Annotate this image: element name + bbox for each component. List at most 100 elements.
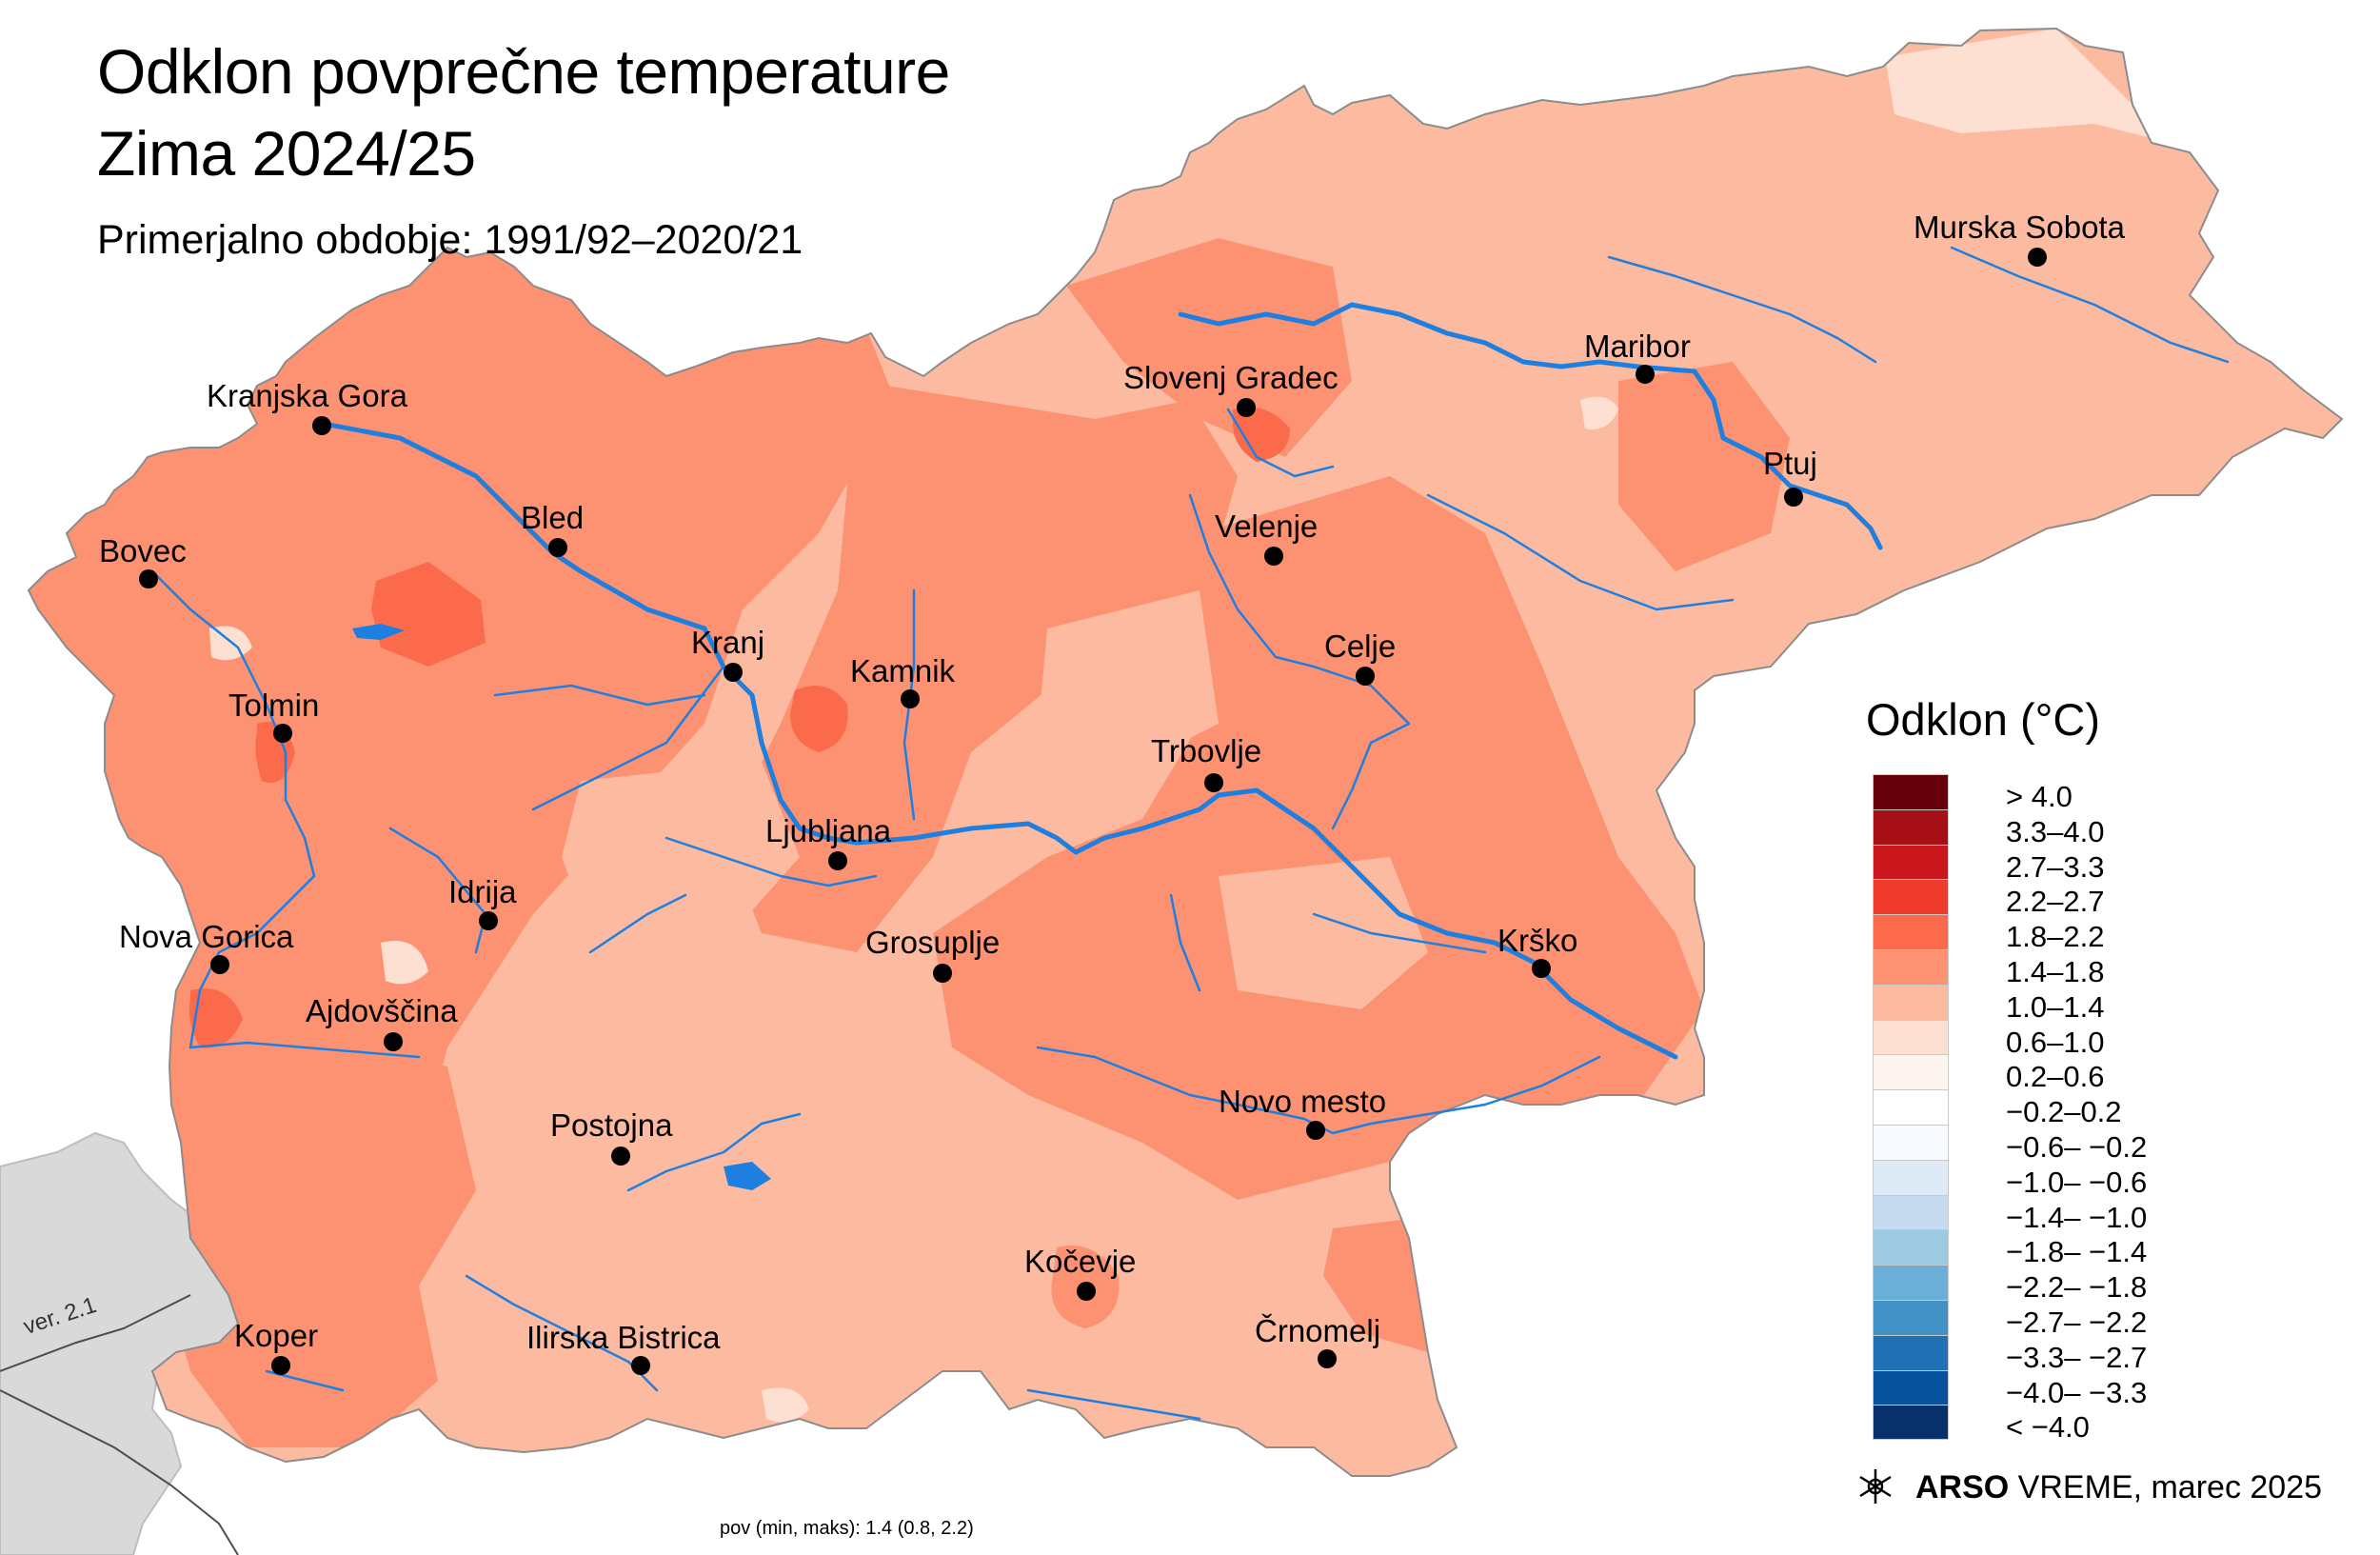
zone-east xyxy=(933,476,1704,1200)
city-label: Nova Gorica xyxy=(119,919,294,954)
legend-label: −3.3– −2.7 xyxy=(2006,1340,2148,1374)
zone-crnomelj xyxy=(1323,1219,1438,1352)
river-mislinja xyxy=(1226,408,1335,478)
brand-name: ARSO xyxy=(1915,1469,2010,1505)
river-selska xyxy=(493,684,706,707)
brand-date: VREME, marec 2025 xyxy=(2009,1469,2323,1505)
legend-label: −2.7– −2.2 xyxy=(2006,1305,2148,1339)
city-marker xyxy=(384,1032,403,1051)
zone-light-trbovlje xyxy=(1038,590,1219,762)
city-label: Črnomelj xyxy=(1255,1313,1380,1348)
legend-label: 3.3–4.0 xyxy=(2006,814,2105,848)
zone-hot-kamnik xyxy=(790,686,848,752)
city-marker xyxy=(1306,1121,1325,1140)
city-marker xyxy=(724,663,743,682)
river-ljubljanica-2 xyxy=(588,893,687,954)
footer-brand: ARSO VREME, marec 2025 xyxy=(1856,1467,2322,1506)
river-kolpa xyxy=(1026,1388,1201,1421)
city-label: Koper xyxy=(234,1318,318,1353)
river-sora xyxy=(531,665,725,811)
legend-title: Odklon (°C) xyxy=(1866,694,2101,745)
city-label: Idrija xyxy=(448,874,517,909)
legend-swatch xyxy=(1873,984,1949,1020)
legend-swatch xyxy=(1873,1265,1949,1301)
city-label: Celje xyxy=(1324,628,1396,664)
city-marker xyxy=(1264,547,1283,566)
city-layer: Murska Sobota Maribor Slovenj Gradec Ptuj Kr… xyxy=(99,209,2126,1375)
city-label: Grosuplje xyxy=(865,925,1000,960)
city-label: Velenje xyxy=(1215,508,1318,544)
legend-label: −1.8– −1.4 xyxy=(2006,1235,2148,1269)
state-border xyxy=(27,27,2344,1477)
city-label: Ptuj xyxy=(1763,446,1817,481)
legend-swatch xyxy=(1873,1405,1949,1441)
city-label: Murska Sobota xyxy=(1914,209,2126,245)
city-label: Postojna xyxy=(550,1107,673,1143)
legend-label: > 4.0 xyxy=(2006,780,2073,813)
city-label: Kamnik xyxy=(850,653,956,688)
city-marker xyxy=(1784,488,1803,507)
legend-label: −4.0– −3.3 xyxy=(2006,1375,2148,1409)
city-marker xyxy=(273,724,292,743)
legend-swatch xyxy=(1873,844,1949,880)
coast-line xyxy=(0,1294,191,1372)
legend-label: 0.6–1.0 xyxy=(2006,1025,2105,1059)
legend-swatch xyxy=(1873,774,1949,809)
legend-label: 2.7–3.3 xyxy=(2006,849,2105,884)
city-label: Ilirska Bistrica xyxy=(526,1320,721,1355)
lake-cerknica xyxy=(724,1162,771,1190)
statistics-note: pov (min, maks): 1.4 (0.8, 2.2) xyxy=(720,1518,974,1539)
legend-swatch xyxy=(1873,1229,1949,1266)
river-sava xyxy=(321,421,1678,1060)
city-marker xyxy=(1356,667,1375,686)
arso-logo-icon xyxy=(1856,1467,1894,1505)
legend-label: 1.8–2.2 xyxy=(2006,920,2105,954)
river-dravinja xyxy=(1426,493,1735,611)
legend-swatch xyxy=(1873,1089,1949,1126)
city-label: Kranj xyxy=(691,625,764,660)
zone-north xyxy=(1066,238,1352,457)
city-label: Slovenj Gradec xyxy=(1123,360,1339,395)
city-marker xyxy=(271,1356,290,1375)
legend-swatch xyxy=(1873,948,1949,985)
city-marker xyxy=(1204,773,1223,792)
lake-bohinj xyxy=(352,624,405,640)
sea-boundary xyxy=(0,1389,239,1555)
legend-swatch xyxy=(1873,1369,1949,1405)
river-temenica xyxy=(1169,893,1201,992)
city-marker xyxy=(611,1146,630,1166)
zone-hot-slovenj xyxy=(1233,407,1290,462)
zone-hot-gorica xyxy=(188,988,243,1048)
city-marker xyxy=(2028,248,2047,267)
map-title: Odklon povprečne temperature xyxy=(97,36,950,107)
river-ljubljanica xyxy=(664,836,878,887)
legend-label: 1.4–1.8 xyxy=(2006,954,2105,988)
city-label: Ajdovščina xyxy=(306,993,458,1028)
river-drava xyxy=(1178,302,1883,550)
river-mirna xyxy=(1312,912,1487,954)
legend-swatch xyxy=(1873,914,1949,950)
city-marker xyxy=(631,1356,650,1375)
legend-swatch xyxy=(1873,879,1949,915)
legend-swatch xyxy=(1873,1334,1949,1370)
legend-swatch xyxy=(1873,1159,1949,1195)
zone-light-center xyxy=(562,762,800,943)
legend-label: 1.0–1.4 xyxy=(2006,989,2105,1024)
river-vipava xyxy=(188,1041,421,1059)
city-label: Maribor xyxy=(1584,329,1691,364)
city-label: Kranjska Gora xyxy=(207,378,408,413)
zone-maribor xyxy=(1618,362,1790,571)
reference-period: Primerjalno obdobje: 1991/92–2020/21 xyxy=(97,217,803,263)
legend-swatch xyxy=(1873,808,1949,845)
city-marker xyxy=(1532,959,1551,978)
legend-label: < −4.0 xyxy=(2006,1410,2090,1445)
zone-hot-julian xyxy=(371,562,486,667)
city-label: Bled xyxy=(521,500,584,535)
legend-swatch xyxy=(1873,1124,1949,1160)
zone-lighter-2 xyxy=(381,941,428,985)
city-marker xyxy=(312,416,331,435)
river-mura xyxy=(1607,255,1877,364)
river-pivka xyxy=(626,1112,802,1192)
legend-label: −0.6– −0.2 xyxy=(2006,1129,2148,1164)
